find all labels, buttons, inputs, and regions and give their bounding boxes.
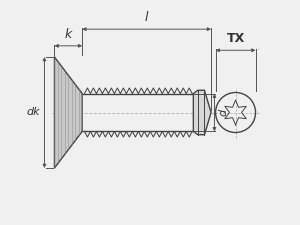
Polygon shape [193, 90, 211, 135]
Text: dk: dk [27, 108, 40, 117]
Text: k: k [65, 28, 72, 41]
Text: l: l [145, 11, 148, 24]
Polygon shape [54, 57, 82, 168]
Text: TX: TX [226, 32, 245, 45]
Text: d: d [218, 109, 228, 116]
